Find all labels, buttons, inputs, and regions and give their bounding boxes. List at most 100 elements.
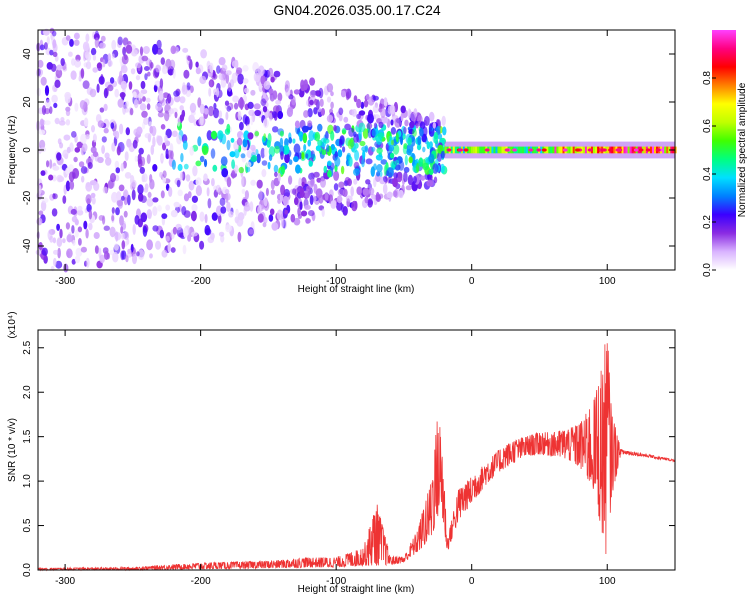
spectrogram-cell: [317, 123, 323, 132]
spectrogram-cell: [388, 144, 395, 152]
carrier-segment: [560, 146, 563, 154]
spectrogram-cell: [234, 148, 240, 159]
spectrogram-cell: [351, 200, 358, 212]
spectrogram-cell: [123, 197, 128, 206]
carrier-segment: [666, 146, 669, 154]
spectrogram-cell: [195, 160, 202, 167]
spectrogram-cell: [144, 183, 149, 190]
spectrogram-cell: [309, 90, 317, 98]
carrier-segment: [519, 146, 523, 154]
spectrogram-cell: [132, 91, 137, 98]
spectrogram-cell: [210, 232, 215, 240]
spectrogram-cell: [422, 162, 429, 171]
spectrogram-cell: [71, 258, 76, 265]
spectrogram-cell: [204, 224, 211, 236]
spectrogram-cell: [154, 80, 161, 87]
spectrogram-cell: [361, 158, 365, 168]
spectrogram-cell: [354, 150, 360, 161]
spectrogram-cell: [150, 62, 154, 69]
spectrogram-cell: [392, 177, 398, 188]
spectrogram-cell: [140, 80, 146, 90]
spectrogram-cell: [197, 97, 202, 108]
spectrogram-cell: [167, 149, 172, 159]
spectrogram-cell: [130, 243, 134, 253]
spectrogram-cell: [159, 78, 164, 89]
spectrogram-cell: [120, 162, 125, 172]
spectrogram-cell: [110, 172, 116, 183]
spectrogram-cell: [172, 68, 176, 79]
spectrogram-cell: [48, 174, 54, 181]
spectrogram-cell: [161, 249, 168, 258]
spectrogram-cell: [125, 127, 130, 136]
spectrogram-cell: [146, 197, 154, 207]
spectrogram-cell: [212, 70, 216, 79]
spectrogram-cell: [74, 59, 82, 68]
snr-y-tick-label: 0.0: [22, 563, 33, 577]
carrier-hotspot: [633, 148, 639, 152]
carrier-segment: [493, 146, 496, 154]
spectrogram-cell: [238, 166, 244, 174]
spectrogram-cell: [294, 197, 299, 206]
spectrogram-cell: [99, 42, 106, 49]
spectrogram-cell: [324, 193, 329, 201]
spectrogram-cell: [134, 215, 140, 225]
spectrogram-cell: [96, 62, 102, 69]
spectrogram-cell: [39, 44, 45, 51]
carrier-segment: [584, 146, 588, 154]
carrier-hotspot: [504, 148, 510, 152]
spectrogram-cell: [344, 123, 351, 131]
spectrogram-cell: [309, 99, 314, 106]
colorbar: 0.0 0.2 0.4 0.6 0.8 Normalized spectral ampl…: [702, 30, 748, 277]
spectrogram-cell: [78, 238, 82, 246]
spectrogram-cell: [333, 124, 337, 132]
spectrogram-cell: [342, 146, 346, 153]
spectrogram-cell: [199, 211, 205, 222]
spectrogram-cell: [231, 159, 236, 170]
spectrogram-cell: [338, 181, 345, 189]
spectrogram-cell: [226, 177, 232, 188]
spectrogram-cell: [148, 121, 153, 127]
snr-y-label: SNR (10 * v/v): [7, 418, 18, 482]
spectrogram-cell: [152, 197, 159, 203]
spectrogram-cell: [149, 125, 154, 134]
spectrogram-cell: [160, 190, 165, 199]
spectrogram-cell: [51, 94, 58, 103]
spectrogram-cell: [121, 54, 129, 65]
spectrogram-cell: [127, 194, 131, 206]
spectrogram-cell: [267, 161, 271, 170]
spectrogram-cell: [428, 153, 435, 164]
spectrogram-cell: [197, 136, 202, 147]
spectrogram-cell: [199, 75, 207, 85]
spectrogram-cell: [309, 178, 315, 188]
spectrogram-cell: [371, 146, 376, 152]
spectrogram-cell: [383, 164, 387, 176]
spectrogram-cell: [253, 103, 261, 110]
spectrogram-cell: [338, 107, 344, 116]
spectrogram-cell: [200, 49, 208, 59]
spectrogram-cell: [124, 151, 129, 162]
spectrogram-cell: [189, 146, 194, 156]
spectrogram-cell: [418, 157, 424, 167]
spectrogram-cell: [317, 140, 323, 147]
carrier-hotspot: [512, 148, 518, 152]
spectrogram-cell: [70, 70, 77, 80]
spectrogram-cell: [345, 91, 350, 101]
spectrogram-cell: [301, 181, 305, 187]
spectrogram-cell: [424, 173, 430, 181]
colorbar-tick-label: 0.4: [702, 167, 713, 181]
spectrogram-cell: [241, 176, 244, 188]
spectrogram-cell: [299, 134, 304, 142]
spectrogram-cell: [63, 134, 71, 141]
spectrogram-cell: [260, 75, 266, 85]
spectrogram-cell: [36, 217, 43, 226]
carrier-hotspot: [575, 148, 580, 152]
spectrogram-cell: [372, 95, 379, 101]
spectrogram-cell: [436, 125, 441, 135]
spectrogram-cell: [279, 130, 284, 137]
spectrogram-cell: [310, 150, 315, 160]
spectrogram-cell: [82, 80, 90, 89]
spectrogram-cell: [213, 102, 217, 110]
spectrogram-cell: [195, 185, 202, 197]
snr-y-tick-label: 2.0: [22, 385, 33, 399]
spectrogram-cell: [315, 145, 321, 152]
